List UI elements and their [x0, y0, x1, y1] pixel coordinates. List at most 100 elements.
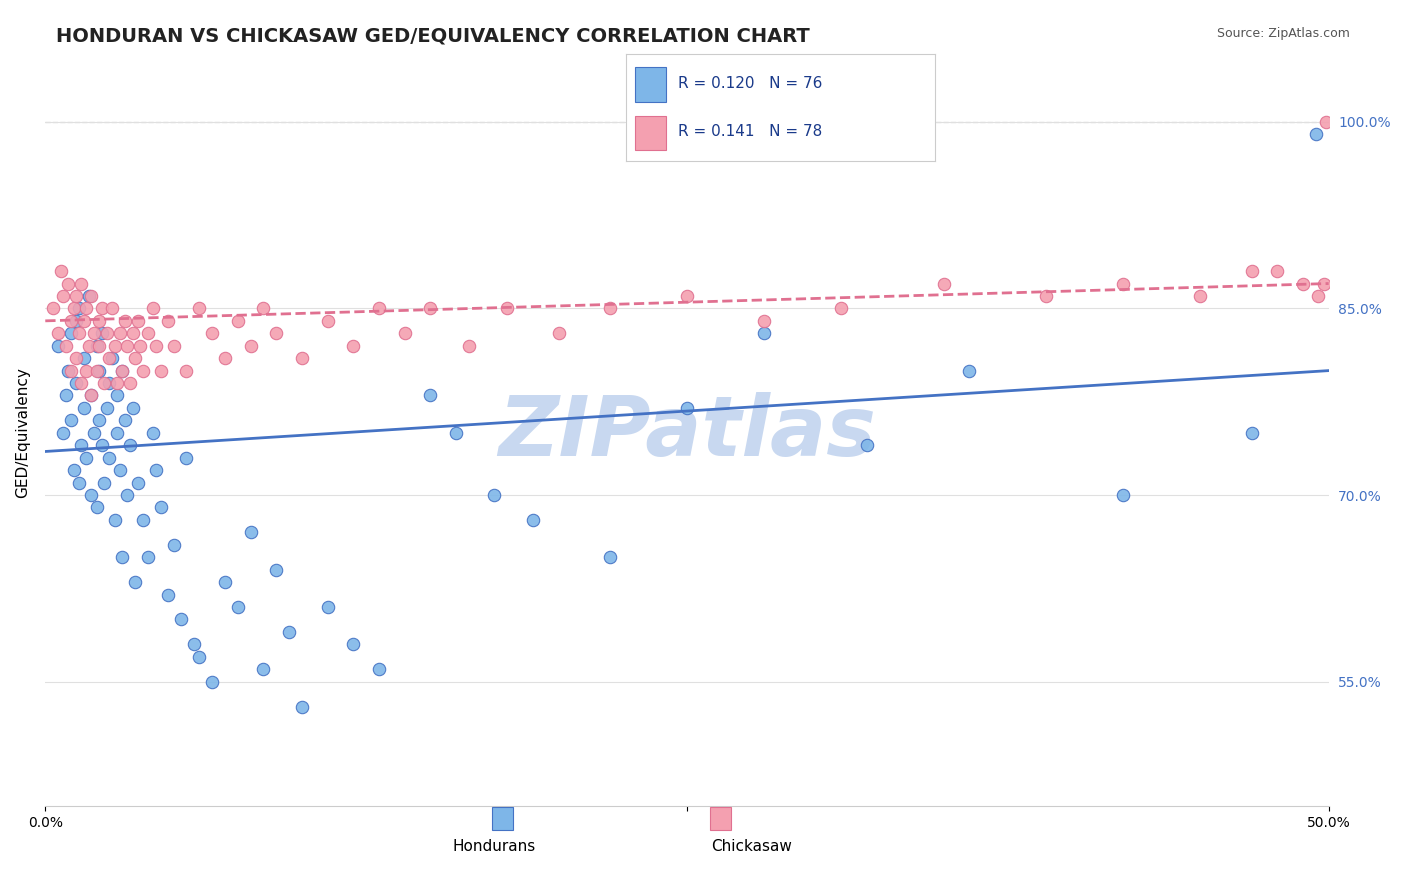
Point	[170, 612, 193, 626]
Point	[90, 326, 112, 341]
Point	[162, 538, 184, 552]
Point	[176, 363, 198, 377]
Point	[80, 388, 103, 402]
Point	[932, 277, 955, 291]
Point	[118, 376, 141, 390]
Point	[599, 550, 621, 565]
Point	[86, 339, 108, 353]
Point	[419, 388, 441, 402]
Point	[752, 314, 775, 328]
Point	[149, 363, 172, 377]
Point	[342, 637, 364, 651]
Point	[80, 488, 103, 502]
Point	[1240, 425, 1263, 440]
Point	[55, 388, 77, 402]
Point	[188, 301, 211, 316]
Point	[70, 277, 93, 291]
Point	[70, 438, 93, 452]
Point	[111, 363, 134, 377]
Point	[1189, 289, 1212, 303]
Point	[188, 649, 211, 664]
Point	[105, 388, 128, 402]
Point	[1305, 127, 1327, 141]
Point	[65, 314, 87, 328]
Point	[86, 500, 108, 515]
Point	[1315, 115, 1337, 129]
Point	[59, 413, 82, 427]
Point	[73, 351, 96, 366]
Point	[599, 301, 621, 316]
Point	[484, 488, 506, 502]
Point	[67, 301, 90, 316]
Point	[108, 326, 131, 341]
Point	[342, 339, 364, 353]
Point	[67, 475, 90, 490]
Point	[957, 363, 980, 377]
Point	[419, 301, 441, 316]
Point	[1112, 488, 1135, 502]
Point	[1312, 277, 1334, 291]
Point	[73, 401, 96, 415]
Point	[457, 339, 479, 353]
Point	[98, 351, 121, 366]
Point	[127, 475, 149, 490]
Point	[105, 376, 128, 390]
Point	[547, 326, 569, 341]
Point	[676, 289, 699, 303]
Point	[145, 339, 167, 353]
Point	[183, 637, 205, 651]
Point	[142, 301, 165, 316]
Point	[52, 289, 75, 303]
Point	[316, 314, 339, 328]
Point	[291, 351, 314, 366]
Text: HONDURAN VS CHICKASAW GED/EQUIVALENCY CORRELATION CHART: HONDURAN VS CHICKASAW GED/EQUIVALENCY CO…	[56, 27, 810, 45]
Point	[90, 301, 112, 316]
Point	[226, 599, 249, 614]
Point	[214, 351, 236, 366]
Point	[77, 289, 100, 303]
Point	[89, 314, 111, 328]
Point	[1035, 289, 1057, 303]
Point	[77, 339, 100, 353]
Point	[121, 401, 143, 415]
Point	[145, 463, 167, 477]
Point	[394, 326, 416, 341]
Point	[89, 413, 111, 427]
Point	[42, 301, 65, 316]
Point	[132, 363, 155, 377]
Point	[252, 301, 274, 316]
Point	[176, 450, 198, 465]
Point	[65, 376, 87, 390]
Point	[58, 363, 80, 377]
Text: Chickasaw: Chickasaw	[710, 838, 792, 854]
Point	[136, 326, 159, 341]
Point	[83, 425, 105, 440]
Point	[52, 425, 75, 440]
Point	[117, 488, 139, 502]
Point	[162, 339, 184, 353]
Point	[103, 513, 125, 527]
Text: ZIPatlas: ZIPatlas	[498, 392, 876, 474]
Point	[214, 575, 236, 590]
Bar	[636, 68, 666, 102]
Text: Source: ZipAtlas.com: Source: ZipAtlas.com	[1216, 27, 1350, 40]
Point	[62, 301, 84, 316]
Point	[444, 425, 467, 440]
Point	[266, 563, 288, 577]
Point	[89, 363, 111, 377]
Point	[55, 339, 77, 353]
Point	[58, 277, 80, 291]
Point	[201, 674, 224, 689]
Point	[80, 388, 103, 402]
Point	[83, 326, 105, 341]
Point	[1112, 277, 1135, 291]
Point	[368, 301, 391, 316]
Point	[1265, 264, 1288, 278]
Point	[46, 326, 69, 341]
Point	[226, 314, 249, 328]
Point	[101, 301, 124, 316]
Point	[129, 339, 152, 353]
Point	[103, 339, 125, 353]
Point	[316, 599, 339, 614]
Point	[105, 425, 128, 440]
